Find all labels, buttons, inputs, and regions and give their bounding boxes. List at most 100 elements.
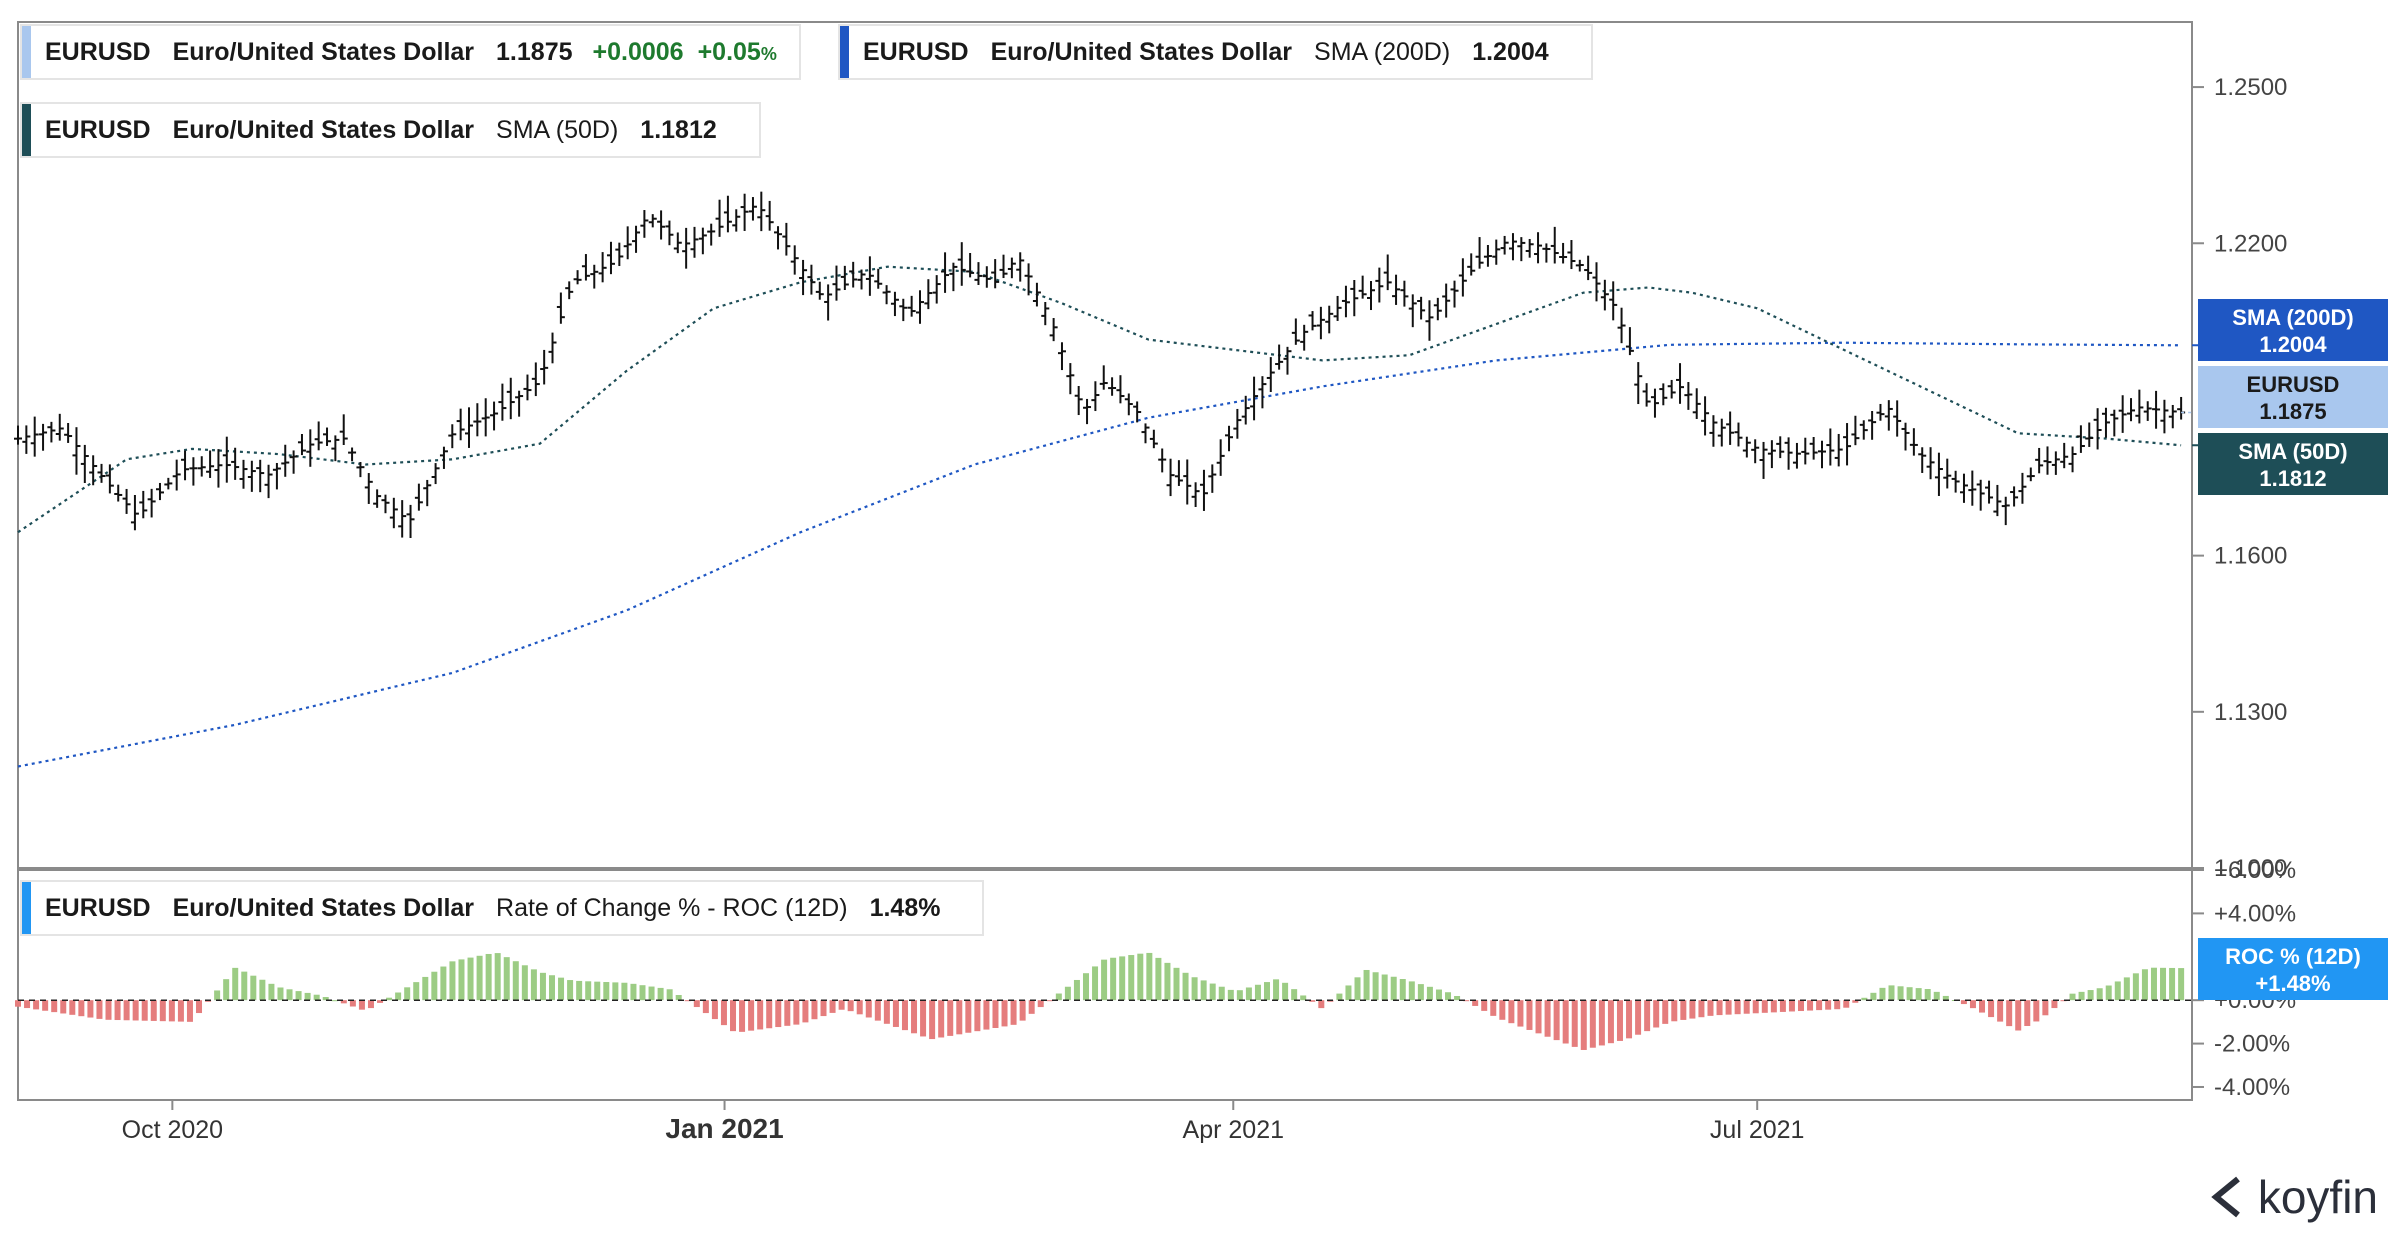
roc-bar [1200, 980, 1207, 1001]
roc-bar [585, 981, 592, 1001]
roc-bar [1698, 1000, 1705, 1018]
x-tick-label: Jul 2021 [1710, 1116, 1805, 1144]
roc-bar [1969, 1000, 1976, 1009]
roc-bar [1010, 1000, 1017, 1025]
roc-bar [1037, 1000, 1044, 1008]
roc-bar [1146, 952, 1153, 1001]
roc-bar [576, 980, 583, 1001]
roc-bar [1019, 1000, 1026, 1021]
sma200-line [17, 341, 2182, 768]
legend-color-bar [22, 104, 31, 156]
roc-bar [1064, 986, 1071, 1001]
roc-bar [1979, 1000, 1986, 1013]
roc-bar [168, 1000, 175, 1022]
roc-bar [1544, 1000, 1551, 1037]
roc-bar [1082, 973, 1089, 1001]
roc-bar [1644, 1000, 1651, 1032]
roc-bar [1055, 993, 1062, 1001]
roc-bar [1517, 1000, 1524, 1027]
roc-bar [856, 1000, 863, 1015]
roc-bar [422, 976, 429, 1001]
roc-bar [1182, 972, 1189, 1001]
value-tag-roc [2198, 938, 2388, 1000]
roc-bar [377, 1000, 384, 1003]
legend-value: 1.1812 [640, 115, 717, 144]
roc-bar [1472, 1000, 1479, 1006]
value-tag-sma200 [2198, 299, 2388, 361]
roc-bar [567, 980, 574, 1001]
roc-bar [521, 965, 528, 1001]
roc-bar [666, 989, 673, 1001]
roc-bar [1354, 977, 1361, 1001]
roc-bar [1734, 1000, 1741, 1015]
legend-roc[interactable]: EURUSD Euro/United States Dollar Rate of… [20, 880, 985, 936]
roc-bar [1435, 989, 1442, 1001]
roc-bar [1372, 972, 1379, 1001]
roc-bar [322, 997, 329, 1001]
roc-bar [1282, 982, 1289, 1001]
roc-bar [621, 982, 628, 1001]
legend-name: Euro/United States Dollar [172, 893, 475, 922]
legend-sma50[interactable]: EURUSD Euro/United States Dollar SMA (50… [20, 102, 761, 158]
roc-bar [1073, 979, 1080, 1001]
roc-bar [1879, 987, 1886, 1001]
legend-sma200[interactable]: EURUSD Euro/United States Dollar SMA (20… [838, 24, 1593, 80]
roc-bar [530, 969, 537, 1001]
roc-bar [503, 957, 510, 1001]
roc-bar [702, 1000, 709, 1014]
roc-bar [1399, 979, 1406, 1001]
y-tick-label: 1.1300 [2214, 699, 2287, 726]
roc-bar [1571, 1000, 1578, 1047]
roc-bar [929, 1000, 936, 1040]
roc-bar [1028, 1000, 1035, 1014]
roc-bar [657, 987, 664, 1001]
roc-bar [367, 1000, 374, 1009]
roc-bar [268, 983, 275, 1001]
roc-bar [1689, 1000, 1696, 1019]
roc-bar [1906, 987, 1913, 1001]
roc-bar [2024, 1000, 2031, 1026]
legend-symbol: EURUSD [45, 893, 151, 922]
roc-bar [1273, 979, 1280, 1001]
roc-bar [2015, 1000, 2022, 1031]
legend-price[interactable]: EURUSD Euro/United States Dollar 1.1875 … [20, 24, 801, 80]
roc-bar [1816, 1000, 1823, 1011]
roc-bar [1254, 984, 1261, 1001]
roc-bar [748, 1000, 755, 1031]
roc-bar [1580, 1000, 1587, 1050]
roc-bar [431, 971, 438, 1001]
roc-bar [1924, 988, 1931, 1001]
roc-y-tick-label: -4.00% [2214, 1074, 2290, 1101]
roc-bar [693, 1000, 700, 1008]
roc-bar [205, 1000, 212, 1002]
roc-bar [1463, 1000, 1470, 1002]
roc-bar [1635, 1000, 1642, 1035]
roc-bar [1870, 992, 1877, 1001]
y-tick-label: 1.2200 [2214, 230, 2287, 257]
roc-bar [1227, 989, 1234, 1001]
roc-bar [404, 987, 411, 1001]
roc-bar [1128, 955, 1135, 1001]
legend-value: 1.1875 [496, 37, 573, 66]
roc-bar [214, 990, 221, 1001]
roc-bar [241, 971, 248, 1001]
roc-bar [1562, 1000, 1569, 1044]
roc-bar [1046, 1000, 1053, 1002]
legend-name: Euro/United States Dollar [990, 37, 1293, 66]
roc-bar [123, 1000, 130, 1021]
sma50-line [17, 265, 2182, 534]
roc-bar [874, 1000, 881, 1021]
legend-symbol: EURUSD [45, 37, 151, 66]
brand-name: koyfin [2257, 1171, 2378, 1223]
x-tick-label: Jan 2021 [665, 1113, 783, 1144]
roc-bar [1381, 974, 1388, 1001]
roc-bar [1607, 1000, 1614, 1044]
roc-bar [1843, 1000, 1850, 1008]
legend-symbol: EURUSD [863, 37, 969, 66]
roc-bar [956, 1000, 963, 1035]
value-tag-price [2198, 366, 2388, 428]
roc-bar [1752, 1000, 1759, 1014]
roc-bar [829, 1000, 836, 1013]
roc-bar [33, 1000, 40, 1010]
